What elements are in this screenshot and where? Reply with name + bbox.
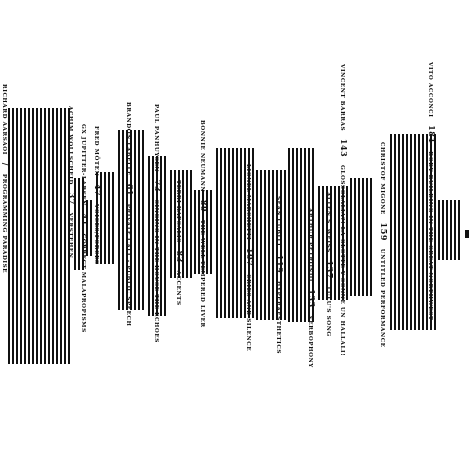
entry-page-number: 89 (199, 199, 209, 213)
entry-page-number: 47 (93, 183, 103, 197)
entry-page-number: / (1, 162, 11, 167)
barcode-block-labelle (118, 130, 146, 310)
entry-label-barras: Vincent Barras 143 Glossolalia?! La Glot… (338, 64, 354, 356)
entry-label-neumann: Bonnie Neumann 89 The Well-Tempered Live… (198, 120, 214, 328)
barcode-block-wollscheid (74, 178, 84, 270)
entry-title: Programming Paradise (1, 173, 7, 274)
entry-title: Correct Malapropisms (80, 233, 86, 333)
barcode-block-panhuysen (148, 156, 168, 316)
entry-label-kapsalis: Terri Kapsalis 83 Accents (174, 180, 190, 306)
barcode-block-kapsalis (170, 170, 192, 278)
entry-author: Richard Aarsaoi (1, 84, 7, 155)
entry-author: Sean Cubitt (275, 196, 281, 248)
entry-page-number: 137 (325, 260, 335, 279)
entry-page-number: 181 (427, 125, 437, 144)
barcode-block-neumann (194, 190, 214, 274)
entry-label-aarsaoi: Richard Aarsaoi / Programming Paradise (0, 84, 16, 273)
entry-title: Glossolalia?! La Glotte y Sonne un Halla… (339, 165, 345, 357)
barcode-block-cubitt (256, 170, 286, 320)
entry-author: Lionel Marchetti (245, 164, 251, 241)
barcode-block-barras (350, 178, 374, 296)
entry-page-number: 61 (125, 183, 135, 197)
barcode-block-aarsaoi (8, 108, 72, 364)
entry-label-migone: Christof Migone 159 Untitled Performance (378, 142, 394, 348)
entry-author: Bonnie Neumann (199, 120, 205, 193)
entry-author: Vincent Barras (339, 64, 345, 132)
entry-author: Christof Migone (379, 142, 385, 215)
entry-title: Cries and Silence (245, 274, 251, 352)
entry-title: The Well-Tempered Liver (199, 219, 205, 328)
entry-author: Paul Panhuysen (153, 104, 159, 173)
entry-author: Arthur Petronio (307, 208, 313, 282)
entry-label-marchetti: Lionel Marchetti 107 Cries and Silence (244, 164, 260, 351)
barcode-block-weiss (318, 186, 348, 300)
entry-label-petronio: Arthur Petronio 133 Verbophony (306, 208, 322, 368)
entry-author: Terri Kapsalis (175, 180, 181, 243)
entry-page-number: 119 (275, 254, 285, 274)
entry-author: Fred Möten (93, 126, 99, 177)
entry-author: Achim Wollscheid (67, 106, 73, 185)
edge-marker (465, 230, 469, 238)
barcode-block-acconci (438, 200, 462, 260)
entry-page-number: 143 (339, 138, 349, 158)
entry-label-panhuysen: Paul Panhuysen 73 Singing in the House t… (152, 104, 168, 343)
entry-page-number: 37 (67, 192, 77, 205)
entry-title: Private Call - Public Speech (125, 203, 131, 327)
barcode-block-marchetti (216, 148, 254, 318)
entry-label-labelle: Brandon LaBelle 61 Private Call - Public… (124, 102, 140, 326)
entry-page-number: 41 (80, 213, 90, 226)
entry-title: Verstehen (67, 212, 73, 259)
entry-author: Allen S. Weiss (325, 192, 331, 253)
barcode-block-migone (390, 134, 436, 330)
entry-title: Singing in the House the Echoes (153, 199, 159, 343)
entry-title: Accents (175, 270, 181, 306)
barcode-block-jupitter (86, 200, 94, 256)
entry-page-number: 83 (175, 250, 185, 263)
entry-page-number: 73 (153, 179, 163, 193)
barcode-block-moten (96, 172, 116, 264)
entry-title: Untitled Performance (379, 248, 385, 348)
entry-title: Body-Building in the Great Northwest (427, 151, 433, 321)
entry-author: GX Jupitter-Larsen (80, 124, 86, 206)
entry-page-number: 107 (245, 247, 255, 267)
entry-title: Hyperaesthetics (275, 280, 281, 355)
entry-author: Vito Acconci (427, 62, 433, 118)
entry-label-cubitt: Sean Cubitt 119 Hyperaesthetics (274, 196, 290, 354)
entry-page-number: 133 (307, 289, 317, 308)
barcode-block-petronio (288, 148, 316, 322)
entry-title: Lulu's Song (325, 286, 331, 337)
entry-page-number: 159 (379, 222, 389, 242)
entry-title: Verbophony (307, 315, 313, 368)
entry-author: Brandon LaBelle (125, 102, 131, 177)
entry-label-moten: Fred Möten 47 Voices/Forces (92, 126, 108, 265)
entry-label-acconci: Vito Acconci 181 Body-Building in the Gr… (426, 62, 442, 321)
entry-title: Voices/Forces (93, 204, 99, 265)
